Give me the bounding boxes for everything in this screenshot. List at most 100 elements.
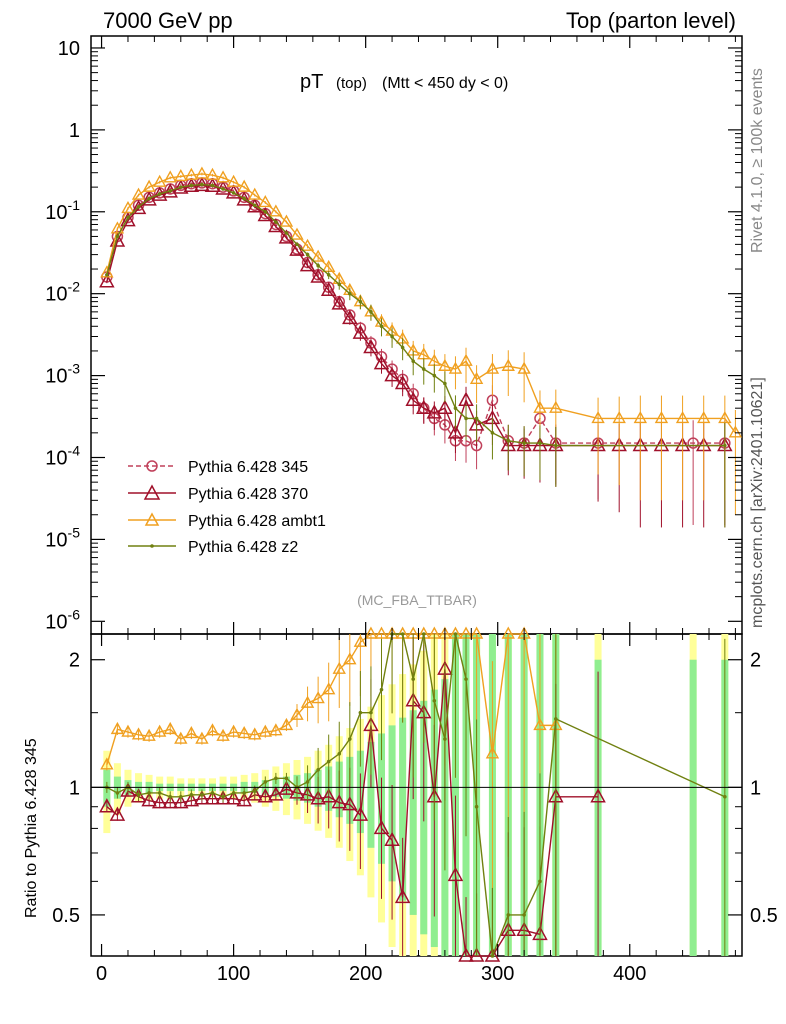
data-point-z2 — [369, 310, 373, 314]
data-point-z2 — [126, 215, 130, 220]
ratio-point-z2 — [554, 717, 558, 721]
y-tick-label: 10-3 — [45, 361, 80, 388]
legend-label-370: Pythia 6.428 370 — [188, 486, 308, 503]
data-point-z2 — [189, 183, 194, 188]
data-point-z2 — [379, 324, 384, 329]
data-point-z2 — [554, 443, 558, 448]
ratio-tick-label-right: 2 — [750, 650, 761, 672]
ratio-point-ambt1 — [121, 724, 135, 737]
x-tick-label: 100 — [217, 963, 250, 985]
ratio-point-370 — [130, 788, 147, 803]
ratio-point-ambt1 — [174, 731, 188, 744]
ratio-point-z2 — [284, 776, 289, 781]
data-point-z2 — [147, 196, 151, 201]
data-point-ambt1 — [654, 410, 669, 424]
ratio-point-ambt1 — [322, 682, 336, 695]
data-point-z2 — [506, 438, 511, 443]
data-point-ambt1 — [237, 179, 251, 192]
ratio-point-z2 — [400, 632, 405, 636]
data-point-z2 — [453, 406, 458, 410]
ratio-point-z2 — [369, 710, 373, 715]
ratio-point-370 — [310, 790, 326, 805]
data-point-ambt1 — [549, 400, 563, 413]
ratio-point-370 — [257, 788, 274, 803]
ratio-tick-label-left: 1 — [69, 777, 80, 799]
data-point-z2 — [522, 441, 526, 445]
data-point-ambt1 — [248, 187, 262, 200]
data-point-ambt1 — [290, 227, 304, 240]
ratio-point-z2 — [411, 677, 415, 681]
ratio-point-370 — [468, 947, 485, 962]
data-point-370 — [120, 212, 136, 227]
x-tick-label: 200 — [349, 963, 382, 985]
ratio-point-z2 — [348, 737, 352, 741]
ratio-point-z2 — [115, 791, 120, 795]
header-right: Top (parton level) — [566, 8, 736, 33]
data-point-z2 — [178, 185, 183, 189]
data-point-z2 — [474, 416, 479, 421]
data-point-z2 — [284, 231, 289, 235]
ratio-point-z2 — [443, 737, 447, 741]
ratio-point-ambt1 — [300, 695, 315, 708]
data-point-370 — [384, 367, 400, 382]
ratio-point-ambt1 — [205, 723, 220, 736]
ratio-point-ambt1 — [248, 727, 262, 740]
ratio-point-370 — [331, 794, 348, 809]
data-point-370 — [331, 295, 348, 310]
data-point-370 — [246, 198, 263, 213]
data-point-370 — [151, 186, 168, 201]
data-point-ambt1 — [517, 361, 531, 374]
ratio-point-z2 — [522, 913, 526, 917]
chart-title: pT (top) (Mtt < 450 dy < 0) — [300, 71, 508, 93]
ratio-point-z2 — [358, 710, 363, 715]
data-point-370 — [405, 391, 421, 406]
data-point-ambt1 — [448, 361, 463, 374]
title-sub: (top) — [336, 75, 367, 92]
ratio-point-370 — [384, 831, 400, 847]
data-point-ambt1 — [110, 221, 125, 234]
data-point-370 — [426, 404, 443, 419]
ratio-point-ambt1 — [258, 724, 272, 737]
data-point-370 — [373, 355, 390, 370]
data-point-ambt1 — [501, 358, 515, 371]
data-point-ambt1 — [121, 200, 135, 214]
data-point-ambt1 — [728, 425, 743, 438]
data-point-z2 — [400, 345, 405, 350]
data-point-z2 — [200, 182, 204, 187]
data-point-z2 — [105, 273, 109, 277]
ratio-point-z2 — [337, 751, 342, 756]
title-cond: (Mtt < 450 dy < 0) — [382, 75, 508, 92]
data-point-z2 — [115, 234, 120, 239]
ratio-point-z2 — [453, 632, 458, 636]
data-point-ambt1 — [485, 361, 500, 374]
mcplots-label: mcplots.cern.ch [arXiv:2401.10621] — [749, 377, 766, 628]
data-point-z2 — [242, 196, 246, 201]
data-point-370 — [310, 268, 326, 283]
data-point-z2 — [210, 183, 215, 188]
data-point-z2 — [358, 299, 363, 304]
series-line-z2 — [106, 183, 725, 447]
data-point-ambt1 — [697, 410, 711, 424]
data-point-ambt1 — [100, 265, 114, 278]
ratio-ylabel: Ratio to Pythia 6.428 345 — [23, 738, 40, 918]
ratio-tick-label-left: 2 — [69, 650, 80, 672]
ratio-point-z2 — [506, 913, 511, 917]
data-point-z2 — [348, 291, 352, 296]
ratio-point-ambt1 — [279, 717, 294, 731]
header-left: 7000 GeV pp — [103, 8, 233, 33]
data-point-370 — [342, 309, 358, 325]
ratio-point-z2 — [316, 767, 320, 772]
ratio-point-370 — [215, 790, 231, 805]
ratio-point-ambt1 — [501, 626, 515, 639]
data-point-ambt1 — [311, 249, 325, 262]
ratio-point-ambt1 — [364, 626, 378, 639]
data-point-ambt1 — [216, 170, 230, 183]
ratio-point-ambt1 — [237, 725, 251, 739]
data-point-370 — [162, 183, 178, 198]
ratio-point-ambt1 — [110, 721, 125, 735]
ratio-line-370 — [106, 669, 599, 957]
title-main: pT — [300, 71, 323, 93]
ratio-point-ambt1 — [184, 725, 199, 739]
data-point-z2 — [157, 192, 162, 196]
